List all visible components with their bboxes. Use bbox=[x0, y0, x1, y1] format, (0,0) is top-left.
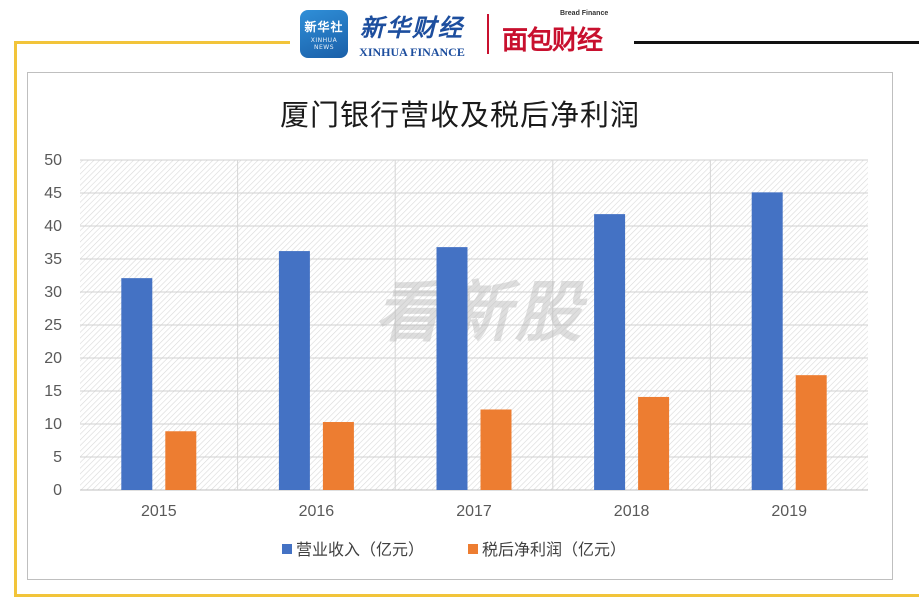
revenue-bar bbox=[594, 214, 626, 490]
revenue-bar bbox=[121, 278, 153, 490]
net-profit-bar bbox=[322, 422, 354, 490]
y-tick-label: 30 bbox=[44, 284, 62, 301]
y-tick-label: 0 bbox=[53, 482, 62, 499]
x-tick-label: 2018 bbox=[614, 503, 650, 520]
net-profit-bar bbox=[638, 396, 670, 490]
legend-swatch-revenue bbox=[282, 544, 292, 554]
axis-labels: 0 5 10 15 20 25 30 35 40 45 50 2015 2016 2017 2018 2019 bbox=[44, 152, 807, 520]
xinhua-finance-en: XINHUA FINANCE bbox=[359, 45, 465, 59]
x-tick-label: 2019 bbox=[771, 503, 807, 520]
xinhua-badge-text: 新华社 bbox=[304, 20, 344, 34]
watermark: 看新股 bbox=[375, 274, 588, 351]
legend: 营业收入（亿元） 税后净利润（亿元） bbox=[282, 540, 626, 559]
chart-panel: 厦门银行营收及税后净利润 看新股 0 5 10 15 20 25 30 35 40 45 50 201… bbox=[27, 72, 893, 580]
y-tick-label: 5 bbox=[53, 449, 62, 466]
gridlines bbox=[80, 159, 868, 491]
frame-left-line bbox=[14, 41, 17, 597]
y-tick-label: 45 bbox=[44, 185, 62, 202]
revenue-bar bbox=[278, 251, 310, 490]
y-tick-label: 15 bbox=[44, 383, 62, 400]
bar-chart: 看新股 0 5 10 15 20 25 30 35 40 45 50 2015 2016 2017 2018… bbox=[44, 152, 868, 559]
y-tick-label: 25 bbox=[44, 317, 62, 334]
bread-finance-logo: Bread Finance 面包财经 bbox=[498, 10, 628, 60]
legend-label-revenue: 营业收入（亿元） bbox=[296, 540, 424, 559]
x-tick-label: 2015 bbox=[141, 503, 177, 520]
revenue-bar bbox=[751, 192, 783, 490]
brand-divider bbox=[487, 14, 489, 54]
xinhua-badge-subtext: XINHUA NEWS bbox=[310, 37, 338, 51]
net-profit-bar bbox=[480, 409, 512, 490]
y-tick-label: 50 bbox=[44, 152, 62, 169]
revenue-bar bbox=[436, 247, 468, 490]
y-tick-label: 35 bbox=[44, 251, 62, 268]
net-profit-bar bbox=[795, 375, 827, 490]
xinhua-finance-logo: 新华财经 XINHUA FINANCE bbox=[352, 8, 472, 62]
x-tick-label: 2017 bbox=[456, 503, 492, 520]
frame-top-left-line bbox=[14, 41, 290, 44]
legend-swatch-net-profit bbox=[468, 544, 478, 554]
bread-finance-en: Bread Finance bbox=[560, 10, 609, 17]
net-profit-bar bbox=[165, 431, 197, 490]
x-tick-label: 2016 bbox=[299, 503, 335, 520]
bread-finance-cn: 面包财经 bbox=[502, 26, 603, 56]
y-tick-label: 10 bbox=[44, 416, 62, 433]
xinhua-news-logo: 新华社 XINHUA NEWS bbox=[300, 10, 348, 58]
y-tick-label: 20 bbox=[44, 350, 62, 367]
xinhua-finance-cn: 新华财经 bbox=[360, 13, 464, 42]
legend-label-net-profit: 税后净利润（亿元） bbox=[482, 540, 626, 559]
frame-top-right-line bbox=[634, 41, 919, 44]
bars bbox=[121, 192, 827, 490]
chart-title: 厦门银行营收及税后净利润 bbox=[279, 98, 640, 132]
y-tick-label: 40 bbox=[44, 218, 62, 235]
frame-bottom-line bbox=[14, 594, 919, 597]
